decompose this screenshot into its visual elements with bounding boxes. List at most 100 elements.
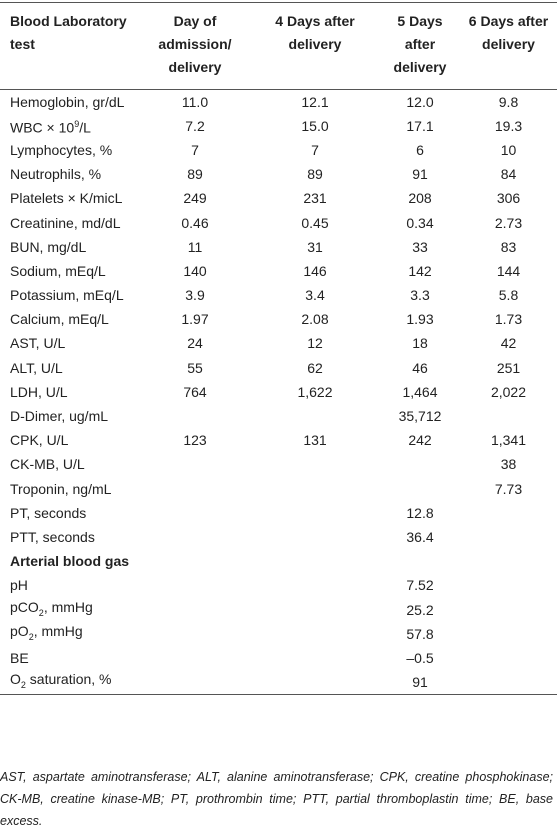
table-row: Neutrophils, % 89 89 91 84 (0, 162, 557, 186)
value-cell: 12.1 (301, 93, 329, 110)
value-cell: 146 (303, 262, 327, 279)
table-row: pO2, mmHg 57.8 (0, 622, 557, 646)
table-row: PTT, seconds 36.4 (0, 525, 557, 549)
empty-cell (140, 501, 250, 525)
label-part: 9 (74, 118, 80, 129)
row-label: Lymphocytes, % (10, 141, 113, 158)
table-row: Creatinine, md/dL 0.46 0.45 0.34 2.73 (0, 210, 557, 234)
value-cell: 15.0 (301, 117, 329, 134)
value-cell: 83 (500, 238, 517, 255)
value-cell: 3.9 (185, 287, 205, 304)
table-row: Platelets × K/micL 249 231 208 306 (0, 186, 557, 210)
column-header: 5 Days after delivery (393, 13, 447, 75)
value-cell: 1,464 (402, 383, 438, 400)
value-cell: 18 (412, 335, 428, 352)
value-cell: 1.97 (181, 311, 209, 328)
value-cell: 0.46 (181, 214, 209, 231)
empty-cell (250, 597, 380, 621)
table-row: Hemoglobin, gr/dL 11.0 12.1 12.0 9.8 (0, 90, 557, 114)
row-label: D-Dimer, ug/mL (10, 408, 109, 425)
value-cell: 12.0 (406, 93, 434, 110)
value-cell: 6 (416, 141, 424, 158)
empty-cell (140, 404, 250, 428)
empty-cell (250, 573, 380, 597)
row-label: BE (10, 649, 29, 666)
empty-cell (460, 501, 557, 525)
value-cell: 11 (187, 238, 203, 255)
value-cell: 46 (412, 359, 428, 376)
value-cell: 2,022 (490, 383, 527, 400)
empty-cell (140, 525, 250, 549)
value-cell: 231 (303, 190, 327, 207)
empty-cell (250, 646, 380, 670)
empty-cell (460, 525, 557, 549)
table-row: Arterial blood gas (0, 549, 557, 573)
row-label: Sodium, mEq/L (10, 262, 106, 279)
value-cell: 57.8 (406, 625, 434, 642)
value-cell: 251 (496, 359, 521, 376)
table-row: Calcium, mEq/L 1.97 2.08 1.93 1.73 (0, 307, 557, 331)
value-cell: 3.3 (410, 287, 430, 304)
row-label: Troponin, ng/mL (10, 480, 112, 497)
row-label: Creatinine, md/dL (10, 214, 121, 231)
row-label: CK-MB, U/L (10, 456, 85, 473)
label-part: , mmHg (33, 622, 83, 639)
row-label: Neutrophils, % (10, 166, 102, 183)
empty-cell (460, 597, 557, 621)
label-part: /L (79, 119, 91, 136)
value-cell: 2.73 (494, 214, 523, 231)
empty-cell (380, 477, 460, 501)
table-row: LDH, U/L 764 1,622 1,464 2,022 (0, 380, 557, 404)
table-row: Potassium, mEq/L 3.9 3.4 3.3 5.8 (0, 283, 557, 307)
value-cell: 3.4 (305, 287, 325, 304)
row-label: pCO2, mmHg (0, 597, 140, 621)
row-label: AST, U/L (10, 335, 66, 352)
table-row: pCO2, mmHg 25.2 (0, 597, 557, 621)
value-cell: 11.0 (181, 93, 209, 110)
value-cell: 5.8 (498, 287, 519, 304)
row-label: pO2, mmHg (0, 622, 140, 646)
column-header: Day of admission/ delivery (158, 13, 232, 75)
value-cell: 123 (183, 432, 207, 449)
table-row: BE –0.5 (0, 646, 557, 670)
column-header: 6 Days after delivery (468, 13, 549, 52)
empty-cell (140, 646, 250, 670)
value-cell: 306 (496, 190, 521, 207)
row-label: CPK, U/L (10, 432, 69, 449)
label-part: O (10, 671, 21, 687)
label-part: pCO (10, 598, 39, 615)
value-cell: 19.3 (494, 117, 523, 134)
empty-cell (250, 404, 380, 428)
value-cell: 208 (408, 190, 432, 207)
value-cell: 0.45 (301, 214, 329, 231)
value-cell: 140 (183, 262, 207, 279)
value-cell: 7.2 (185, 117, 205, 134)
empty-cell (140, 622, 250, 646)
column-header: 4 Days after delivery (275, 13, 355, 52)
value-cell: 764 (183, 383, 207, 400)
row-label: WBC × 109/L (0, 114, 140, 138)
table-row: Sodium, mEq/L 140 146 142 144 (0, 259, 557, 283)
value-cell: 249 (183, 190, 207, 207)
footnote: AST, aspartate aminotransferase; ALT, al… (0, 770, 553, 828)
table-row: ALT, U/L 55 62 46 251 (0, 356, 557, 380)
row-label: O2 saturation, % (0, 670, 140, 694)
empty-cell (140, 573, 250, 597)
lab-table: Blood Laboratory test Day of admission/ d… (0, 2, 557, 695)
label-part: WBC × 10 (10, 119, 75, 136)
value-cell: 33 (412, 238, 428, 255)
empty-cell (250, 501, 380, 525)
empty-cell (140, 452, 250, 476)
section-header: Arterial blood gas (10, 553, 130, 570)
value-cell: 25.2 (406, 601, 434, 618)
value-cell: 89 (307, 166, 323, 183)
empty-cell (460, 646, 557, 670)
label-part: , mmHg (43, 598, 93, 615)
value-cell: 242 (408, 432, 432, 449)
value-cell: 36.4 (406, 528, 434, 545)
value-cell: 62 (307, 359, 323, 376)
value-cell: 42 (500, 335, 517, 352)
row-label: pH (10, 577, 28, 594)
row-label: BUN, mg/dL (10, 238, 87, 255)
